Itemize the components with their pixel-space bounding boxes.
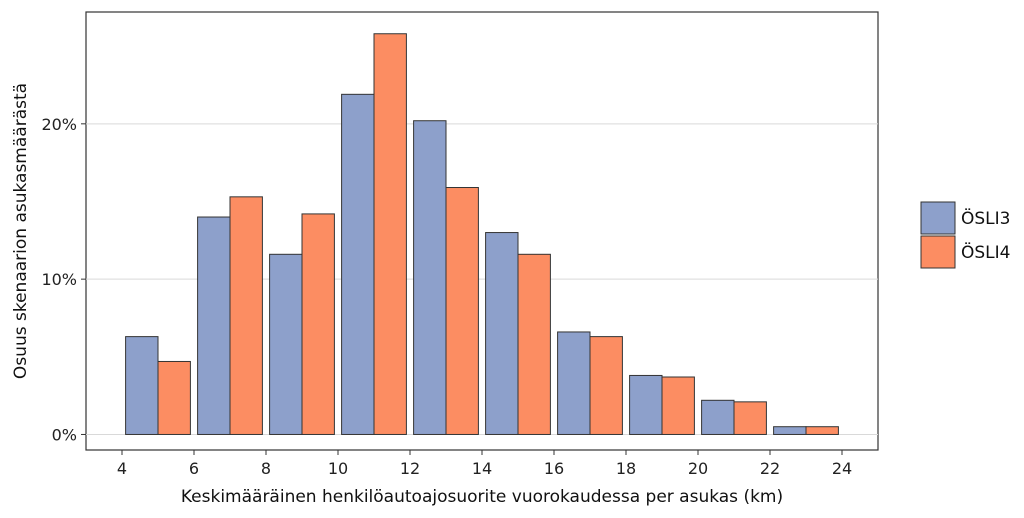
bar--sli3-bin-14-16 [485, 232, 519, 435]
x-tick-label: 24 [832, 459, 852, 478]
bar--sli3-bin-8-10 [269, 253, 303, 435]
x-axis-title: Keskimääräinen henkilöautoajosuorite vuo… [181, 487, 783, 507]
bar--sli4-bin-8-10 [301, 213, 335, 435]
legend-label: ÖSLI3 [961, 207, 1010, 229]
x-tick-label: 12 [400, 459, 420, 478]
bar--sli3-bin-4-6 [125, 336, 159, 435]
bar--sli3-bin-16-18 [557, 331, 591, 435]
y-tick-label: 10% [41, 270, 77, 289]
y-axis-title: Osuus skenaarion asukasmäärästä [11, 83, 31, 379]
y-axis: 0% 10% 20% [41, 115, 86, 444]
bar--sli3-bin-6-8 [197, 216, 231, 435]
bar--sli4-bin-10-12 [373, 33, 407, 435]
bar--sli3-bin-12-14 [413, 120, 447, 435]
bar--sli3-bin-22-24 [773, 426, 807, 435]
x-tick-label: 8 [261, 459, 271, 478]
x-axis: 4 6 8 10 12 14 16 18 20 22 24 [117, 450, 852, 478]
bar--sli4-bin-14-16 [517, 253, 551, 435]
bar--sli3-bin-10-12 [341, 93, 375, 435]
bar--sli4-bin-20-22 [733, 401, 767, 435]
bar--sli4-bin-22-24 [805, 426, 839, 435]
x-tick-label: 14 [472, 459, 492, 478]
bar--sli4-bin-18-20 [661, 376, 695, 435]
bar--sli3-bin-18-20 [629, 374, 663, 435]
y-tick-label: 20% [41, 115, 77, 134]
y-tick-label: 0% [52, 425, 77, 444]
bar--sli4-bin-6-8 [229, 196, 263, 435]
x-tick-label: 18 [616, 459, 636, 478]
x-tick-label: 4 [117, 459, 127, 478]
legend-swatch [920, 201, 956, 235]
bar--sli4-bin-12-14 [445, 187, 479, 435]
bar--sli3-bin-20-22 [701, 399, 735, 435]
legend: ÖSLI3 ÖSLI4 [920, 201, 1010, 269]
legend-swatch [920, 235, 956, 269]
x-tick-label: 6 [189, 459, 199, 478]
bar--sli4-bin-16-18 [589, 336, 623, 435]
bar--sli4-bin-4-6 [157, 360, 191, 435]
x-tick-label: 20 [688, 459, 708, 478]
bars [125, 33, 839, 435]
x-tick-label: 22 [760, 459, 780, 478]
x-tick-label: 16 [544, 459, 564, 478]
x-tick-label: 10 [328, 459, 348, 478]
legend-label: ÖSLI4 [961, 241, 1010, 263]
